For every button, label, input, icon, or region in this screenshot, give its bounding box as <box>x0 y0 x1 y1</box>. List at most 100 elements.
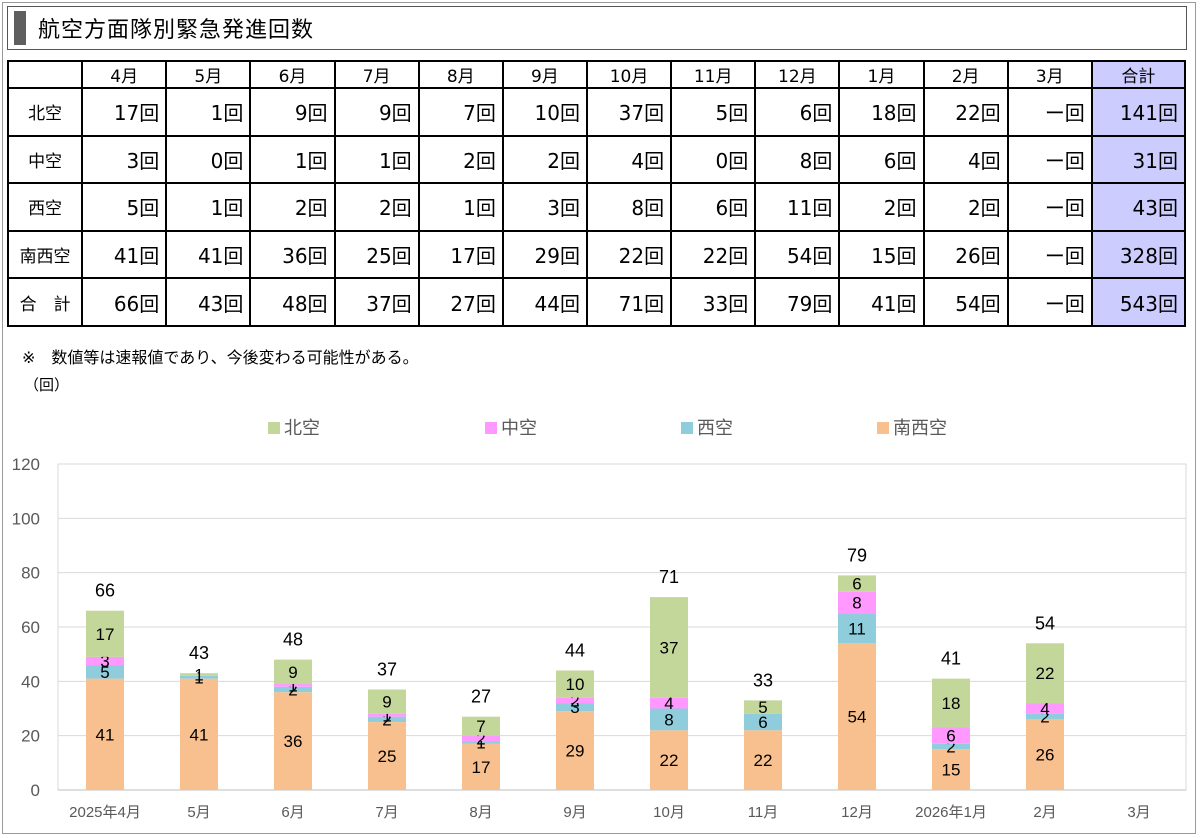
table-cell: 15回 <box>838 229 925 280</box>
table-cell: 17回 <box>417 229 504 280</box>
x-tick-label: 6月 <box>281 804 304 821</box>
table-cell: 0回 <box>165 134 252 185</box>
table-cell: 22回 <box>585 229 673 280</box>
bar-segment <box>932 743 970 750</box>
data-label: 2 <box>946 738 955 757</box>
table-header-cell: 3月 <box>1006 60 1093 89</box>
bar-segment <box>462 716 500 736</box>
table-cell: 0回 <box>670 134 757 185</box>
x-tick-label: 9月 <box>563 804 586 821</box>
bar-segment <box>1026 713 1064 720</box>
bar-segment <box>932 749 970 790</box>
table-cell: 43回 <box>165 277 252 327</box>
bar-segment <box>86 678 124 790</box>
page-title: 航空方面隊別緊急発進回数 <box>38 18 315 43</box>
data-label: 2 <box>1040 708 1049 727</box>
table-cell: 17回 <box>81 87 168 137</box>
table-header-row: 4月 5月 6月 7月 8月 9月 10月 11月 12月 1月 2月 3月 合… <box>6 60 1187 89</box>
bar-segment <box>274 686 312 693</box>
data-label: 5 <box>758 698 767 717</box>
data-label: 2 <box>570 691 579 710</box>
row-label: 西空 <box>6 182 84 232</box>
data-label: 1 <box>476 733 485 752</box>
table-cell: 2回 <box>333 182 420 232</box>
bar-segment <box>1026 719 1064 790</box>
data-label: 15 <box>942 761 961 780</box>
data-label: 4 <box>1040 700 1049 719</box>
table-header-cell: 5月 <box>165 60 252 89</box>
table-cell: 2回 <box>417 134 504 185</box>
x-tick-label: 8月 <box>469 804 492 821</box>
bar-segment <box>650 708 688 731</box>
bar-segment <box>650 730 688 790</box>
bar-segment <box>744 730 782 790</box>
data-label: 1 <box>194 666 203 685</box>
table-cell: 4回 <box>922 134 1009 185</box>
total-label: 54 <box>1035 613 1055 633</box>
table-cell: 25回 <box>333 229 420 280</box>
x-tick-label: 2月 <box>1033 804 1056 821</box>
bar-segment <box>838 575 876 592</box>
data-label: 4 <box>664 694 673 713</box>
table-header-cell: 1月 <box>838 60 925 89</box>
bar-segment <box>368 716 406 723</box>
data-label: 2 <box>288 680 297 699</box>
total-label: 27 <box>471 687 491 707</box>
row-total-cell: 543回 <box>1090 277 1187 327</box>
row-total-cell: 328回 <box>1090 229 1187 280</box>
bar-segment <box>744 713 782 731</box>
data-label: 8 <box>664 710 673 729</box>
data-label: 11 <box>848 619 866 638</box>
bar-segment <box>744 700 782 714</box>
x-tick-label: 3月 <box>1127 804 1150 821</box>
x-tick-label: 7月 <box>375 804 398 821</box>
x-tick-label: 5月 <box>187 804 210 821</box>
table-cell: 22回 <box>922 87 1009 137</box>
x-tick-label: 10月 <box>653 804 685 821</box>
total-label: 41 <box>941 649 961 669</box>
bar-segment <box>1026 643 1064 704</box>
bar-segment <box>556 670 594 698</box>
table-cell: 1回 <box>165 87 252 137</box>
table-cell: ー回 <box>1006 87 1093 137</box>
x-tick-label: 2025年4月 <box>69 804 141 821</box>
data-label: 22 <box>1036 664 1055 683</box>
data-label: 6 <box>758 713 767 732</box>
unit-label: （回） <box>24 376 70 394</box>
legend-label: 西空 <box>697 418 733 438</box>
data-label: 41 <box>96 725 115 744</box>
table-cell: ー回 <box>1006 182 1093 232</box>
table-cell: 2回 <box>838 182 925 232</box>
x-tick-label: 12月 <box>841 804 873 821</box>
table-cell: 1回 <box>165 182 252 232</box>
table-cell: 71回 <box>585 277 673 327</box>
table-header-cell: 12月 <box>754 60 841 89</box>
row-total-cell: 141回 <box>1090 87 1187 137</box>
bar-segment <box>368 722 406 790</box>
data-label: 17 <box>472 758 491 777</box>
bar-segment <box>556 697 594 704</box>
bar-segment <box>932 727 970 744</box>
table-cell: 44回 <box>501 277 588 327</box>
table-cell: 37回 <box>585 87 673 137</box>
legend-label: 北空 <box>284 418 320 438</box>
bar-segment <box>462 741 500 744</box>
bar-segment <box>462 735 500 742</box>
table-header-cell: 2月 <box>922 60 1009 89</box>
row-label: 中空 <box>6 134 84 185</box>
bar-segment <box>368 713 406 717</box>
total-label: 66 <box>95 581 115 601</box>
table-header-cell: 9月 <box>501 60 588 89</box>
data-label: 2 <box>476 729 485 748</box>
data-label: 6 <box>852 575 861 594</box>
data-label: 25 <box>378 747 397 766</box>
bar-segment <box>462 743 500 790</box>
table-cell: 8回 <box>585 182 673 232</box>
data-label: 22 <box>754 751 773 770</box>
table-cell: 6回 <box>670 182 757 232</box>
x-tick-label: 11月 <box>748 804 779 821</box>
data-label: 3 <box>570 698 579 717</box>
legend-swatch <box>268 422 280 434</box>
table-cell: 37回 <box>333 277 420 327</box>
